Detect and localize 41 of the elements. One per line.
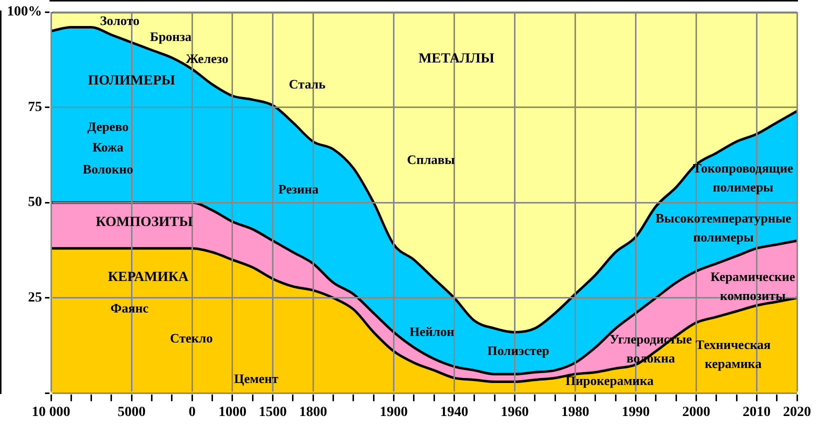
annotation: Резина xyxy=(278,182,319,197)
annotation: Цемент xyxy=(234,370,279,386)
x-tick-label: 10 000 xyxy=(32,405,70,420)
x-tick-label: 1980 xyxy=(561,405,590,420)
annotation: Нейлон xyxy=(410,324,455,340)
x-tick-label: 1900 xyxy=(380,405,408,420)
annotation: Железо xyxy=(186,51,228,66)
annotation: Золото xyxy=(100,12,140,28)
annotation: Сплавы xyxy=(406,152,455,168)
series-label: КОМПОЗИТЫ xyxy=(96,214,194,230)
annotation: Фаянс xyxy=(110,300,149,316)
annotation: Пирокерамика xyxy=(565,372,654,388)
y-tick-label: 50 xyxy=(28,195,42,210)
y-tick-label: 25 xyxy=(28,290,42,306)
x-tick-label: 1960 xyxy=(500,405,529,420)
y-tick-label: 100% xyxy=(7,4,42,20)
annotation: Стекло xyxy=(170,330,213,346)
x-tick-label: 5000 xyxy=(118,405,146,420)
annotation: Дерево xyxy=(87,119,129,134)
series-label: ПОЛИМЕРЫ xyxy=(88,74,176,89)
annotation: Керамические композиты xyxy=(710,268,796,303)
annotation: Волокно xyxy=(82,162,134,177)
x-tick-label: 0 xyxy=(188,405,196,420)
x-tick-label: 1500 xyxy=(258,405,287,420)
annotation: Кожа xyxy=(92,139,124,154)
annotation: Высокотемпературные полимеры xyxy=(656,210,792,244)
y-tick-label: 75 xyxy=(28,100,42,115)
annotation: Бронза xyxy=(150,28,192,44)
x-tick-label: 2000 xyxy=(682,405,710,420)
annotation: Техническая керамика xyxy=(696,336,771,371)
x-tick-label: 1000 xyxy=(218,405,246,420)
x-tick-label: 1800 xyxy=(299,405,328,420)
x-tick-label: 2020 xyxy=(783,405,811,420)
annotation: Сталь xyxy=(288,76,326,92)
x-tick-label: 1940 xyxy=(440,405,468,420)
annotation: Токопроводящие полимеры xyxy=(692,160,794,195)
x-tick-label: 2010 xyxy=(742,405,771,420)
series-label: КЕРАМИКА xyxy=(108,270,190,286)
x-tick-label: 1990 xyxy=(622,405,650,420)
annotation: Полиэстер xyxy=(487,343,550,358)
series-label: МЕТАЛЛЫ xyxy=(418,51,495,66)
